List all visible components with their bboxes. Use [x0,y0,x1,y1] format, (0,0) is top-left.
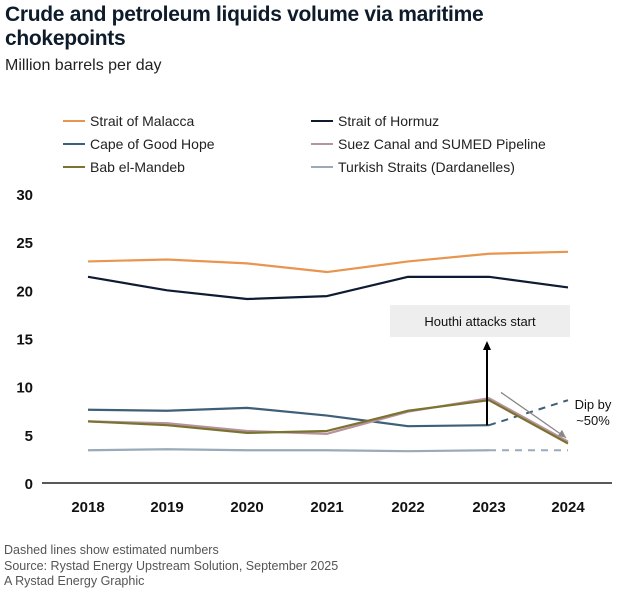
y-tick-label: 30 [16,187,33,204]
dip-annotation: Dip by ~50% [563,397,623,429]
series-line-estimated [488,399,569,427]
x-tick-label: 2023 [472,499,505,516]
series-line [87,397,569,443]
footer: Dashed lines show estimated numbers Sour… [4,543,338,590]
houthi-callout: Houthi attacks start [390,305,570,337]
chart-subtitle: Million barrels per day [5,57,162,74]
footer-source: Source: Rystad Energy Upstream Solution,… [4,558,339,573]
series-line [87,448,490,453]
x-tick-label: 2021 [310,499,343,516]
series-line [87,275,569,301]
footer-credit: A Rystad Energy Graphic [4,574,145,588]
houthi-arrow-head [483,341,491,350]
y-tick-label: 10 [16,380,33,397]
series-line [87,406,490,428]
x-tick-label: 2018 [71,499,104,516]
y-tick-label: 20 [16,283,33,300]
y-tick-label: 25 [16,235,33,252]
dip-arrow-head [558,429,566,438]
dip-line-1: Dip by [574,397,612,412]
x-tick-label: 2020 [230,499,263,516]
x-tick-label: 2022 [391,499,424,516]
dip-line-2: ~50% [576,413,610,428]
y-tick-label: 5 [25,428,33,445]
dip-arrow-line [500,391,567,439]
x-tick-label: 2024 [551,499,585,516]
footer-note: Dashed lines show estimated numbers [4,543,219,557]
chart-title: Crude and petroleum liquids volume via m… [5,3,484,50]
x-tick-label: 2019 [150,499,183,516]
y-tick-label: 15 [16,332,33,349]
y-tick-label: 0 [25,476,33,493]
series-line [87,250,569,274]
series-line [87,399,569,445]
